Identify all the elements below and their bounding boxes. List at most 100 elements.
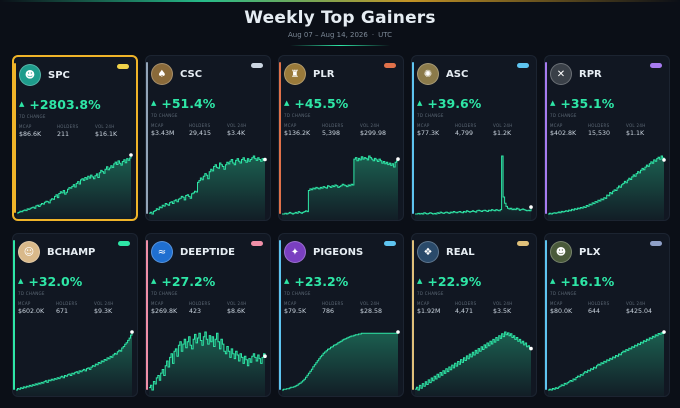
stat-value: $80.0K — [550, 308, 573, 315]
stat-volume: VOL 24H $28.58 — [360, 301, 382, 315]
card-accent-bar — [545, 62, 547, 214]
stat-value: $1.2K — [493, 130, 512, 137]
separator-dot: · — [371, 31, 375, 39]
stat-value: 15,530 — [588, 130, 611, 137]
page-title: Weekly Top Gainers — [244, 8, 436, 28]
stat-volume: VOL 24H $3.5K — [493, 301, 513, 315]
card-header: ✺ ASC — [417, 61, 531, 87]
sparkline-area — [415, 332, 531, 396]
change-label: 7D CHANGE — [550, 113, 577, 118]
status-pill — [650, 241, 662, 246]
status-pill — [251, 63, 263, 68]
network-icon: ❖ — [417, 241, 439, 263]
status-pill — [384, 63, 396, 68]
card-stats: MCAP $3.43M HOLDERS 29,415 VOL 24H $3.4K — [151, 123, 266, 141]
token-card-bchamp[interactable]: ☺ BCHAMP ▲ +32.0% 7D CHANGE MCAP $602.0K… — [12, 233, 138, 397]
sparkline-endpoint — [529, 346, 533, 351]
stat-label: HOLDERS — [455, 123, 477, 128]
sparkline-area — [16, 332, 132, 396]
wave-icon: ≈ — [151, 241, 173, 263]
stat-label: VOL 24H — [360, 301, 380, 306]
price-sparkline — [13, 316, 137, 396]
sparkline-endpoint — [130, 330, 134, 334]
change-value: ▲ +23.2% — [284, 274, 348, 289]
stat-value: $402.8K — [550, 130, 577, 137]
change-label: 7D CHANGE — [19, 114, 46, 119]
card-stats: MCAP $602.0K HOLDERS 671 VOL 24H $9.3K — [18, 301, 133, 319]
sparkline-svg — [415, 331, 533, 396]
stat-label: HOLDERS — [189, 301, 211, 306]
sparkline-line — [548, 332, 665, 391]
sparkline-endpoint — [263, 354, 267, 358]
token-card-spc[interactable]: ☻ SPC ▲ +2803.8% 7D CHANGE MCAP $86.6K H… — [12, 55, 138, 221]
stat-value: $602.0K — [18, 308, 45, 315]
card-accent-bar — [545, 240, 547, 390]
status-pill — [384, 241, 396, 246]
card-accent-bar — [146, 62, 148, 214]
stat-label: HOLDERS — [588, 123, 610, 128]
sparkline-svg — [282, 330, 400, 396]
stat-holders: HOLDERS 644 — [588, 301, 609, 315]
change-value: ▲ +22.9% — [417, 274, 481, 289]
stat-label: HOLDERS — [57, 124, 79, 129]
up-triangle-icon: ▲ — [550, 98, 556, 107]
stat-value: $1.1K — [626, 130, 645, 137]
stat-value: $16.1K — [95, 131, 118, 138]
card-accent-bar — [146, 240, 148, 390]
token-ticker: BCHAMP — [47, 246, 96, 258]
stat-value: 211 — [57, 131, 70, 138]
token-card-pigeons[interactable]: ✦ PIGEONS ▲ +23.2% 7D CHANGE MCAP $79.5K… — [278, 233, 404, 397]
stat-value: 4,471 — [455, 308, 474, 315]
card-accent-bar — [279, 62, 281, 214]
token-card-asc[interactable]: ✺ ASC ▲ +39.6% 7D CHANGE MCAP $77.3K HOL… — [411, 55, 537, 221]
stat-label: VOL 24H — [227, 301, 247, 306]
token-ticker: REAL — [446, 246, 475, 258]
stat-holders: HOLDERS 423 — [189, 301, 210, 315]
sparkline-area — [282, 156, 398, 220]
token-card-plr[interactable]: ♜ PLR ▲ +45.5% 7D CHANGE MCAP $136.2K HO… — [278, 55, 404, 221]
change-value: ▲ +16.1% — [550, 274, 614, 289]
stat-value: $269.8K — [151, 308, 178, 315]
token-card-real[interactable]: ❖ REAL ▲ +22.9% 7D CHANGE MCAP $1.92M HO… — [411, 233, 537, 397]
date-range-line: Aug 07 – Aug 14, 2026 · UTC — [0, 31, 680, 39]
token-card-deeptide[interactable]: ≈ DEEPTIDE ▲ +27.2% 7D CHANGE MCAP $269.… — [145, 233, 271, 397]
stat-label: HOLDERS — [588, 301, 610, 306]
stat-mcap: MCAP $269.8K — [151, 301, 177, 315]
token-card-plx[interactable]: ☻ PLX ▲ +16.1% 7D CHANGE MCAP $80.0K HOL… — [544, 233, 670, 397]
spade-coin-icon: ♠ — [151, 63, 173, 85]
change-percent: +51.4% — [161, 96, 216, 111]
stat-value: $28.58 — [360, 308, 383, 315]
change-label: 7D CHANGE — [151, 291, 178, 296]
stat-volume: VOL 24H $1.1K — [626, 123, 646, 137]
change-label: 7D CHANGE — [284, 291, 311, 296]
stat-value: $8.6K — [227, 308, 246, 315]
stat-label: VOL 24H — [493, 123, 513, 128]
stat-volume: VOL 24H $299.98 — [360, 123, 386, 137]
card-header: ☻ SPC — [19, 62, 131, 88]
status-pill — [117, 64, 129, 69]
token-card-csc[interactable]: ♠ CSC ▲ +51.4% 7D CHANGE MCAP $3.43M HOL… — [145, 55, 271, 221]
card-header: ❖ REAL — [417, 239, 531, 265]
token-ticker: PLX — [579, 246, 601, 258]
stat-label: HOLDERS — [189, 123, 211, 128]
stat-value: $425.04 — [626, 308, 653, 315]
card-accent-bar — [14, 63, 16, 213]
stat-value: $3.4K — [227, 130, 246, 137]
stat-label: MCAP — [284, 123, 297, 128]
card-header: ♠ CSC — [151, 61, 265, 87]
stat-label: VOL 24H — [360, 123, 380, 128]
sparkline-line — [149, 155, 266, 215]
price-sparkline — [412, 140, 536, 220]
stat-label: VOL 24H — [95, 124, 115, 129]
stat-label: MCAP — [18, 301, 31, 306]
card-accent-bar — [412, 240, 414, 390]
up-triangle-icon: ▲ — [151, 98, 157, 107]
status-pill — [251, 241, 263, 246]
sparkline-area — [149, 332, 265, 396]
token-card-rpr[interactable]: ✕ RPR ▲ +35.1% 7D CHANGE MCAP $402.8K HO… — [544, 55, 670, 221]
change-value: ▲ +27.2% — [151, 274, 215, 289]
sparkline-svg — [282, 155, 400, 220]
price-sparkline — [146, 140, 270, 220]
stat-volume: VOL 24H $3.4K — [227, 123, 247, 137]
gainers-grid: ☻ SPC ▲ +2803.8% 7D CHANGE MCAP $86.6K H… — [12, 55, 670, 397]
